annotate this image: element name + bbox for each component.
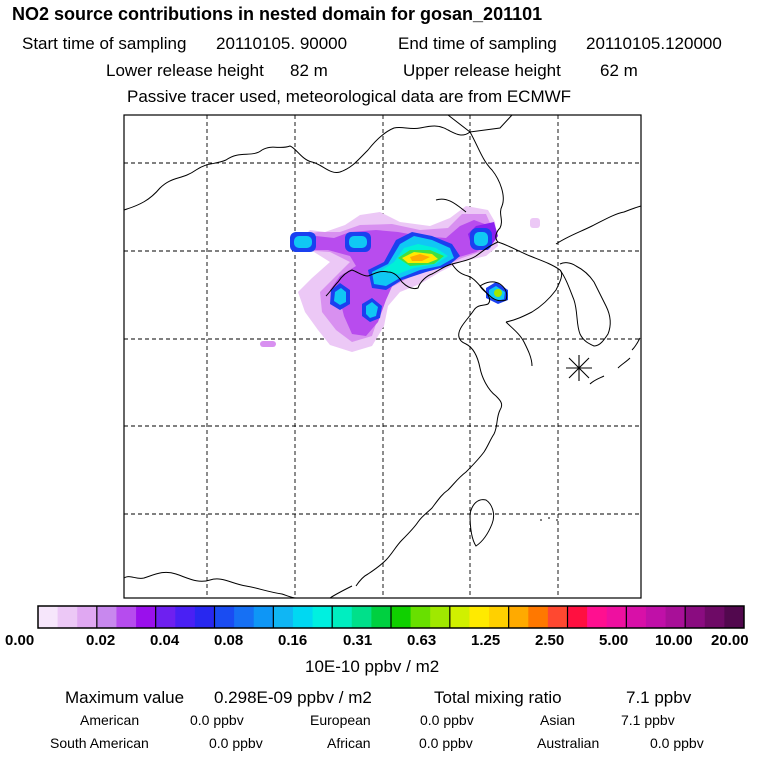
colorbar-label: 0.16 xyxy=(278,632,308,649)
colorbar-swatch xyxy=(332,606,353,628)
colorbar-label: 0.02 xyxy=(86,632,116,649)
colorbar-swatch xyxy=(685,606,706,628)
colorbar-swatch xyxy=(528,606,549,628)
lower-release-value: 82 m xyxy=(290,61,328,80)
colorbar-label: 0.63 xyxy=(407,632,437,649)
start-time-value: 20110105. 90000 xyxy=(216,34,348,53)
colorbar-swatch xyxy=(587,606,608,628)
colorbar-swatch xyxy=(214,606,235,628)
colorbar-label: 5.00 xyxy=(599,632,629,649)
colorbar-swatch xyxy=(77,606,98,628)
colorbar-swatch xyxy=(38,606,59,628)
colorbar-label: 0.08 xyxy=(214,632,244,649)
max-value: 0.298E-09 ppbv / m2 xyxy=(214,688,372,707)
colorbar-label: 0.00 xyxy=(5,632,35,649)
south-american-label: South American xyxy=(50,735,149,751)
colorbar-swatch xyxy=(449,606,470,628)
receptor-marker xyxy=(566,355,592,381)
colorbar-swatch xyxy=(312,606,333,628)
colorbar-swatch xyxy=(430,606,451,628)
colorbar-swatch xyxy=(704,606,725,628)
colorbar-swatch xyxy=(469,606,490,628)
colorbar-swatch xyxy=(116,606,137,628)
colorbar-swatch xyxy=(136,606,157,628)
colorbar-swatch xyxy=(351,606,372,628)
page-title: NO2 source contributions in nested domai… xyxy=(12,4,543,24)
australian-label: Australian xyxy=(537,735,600,751)
african-label: African xyxy=(327,735,371,751)
map-frame xyxy=(123,114,642,599)
lower-release-label: Lower release height xyxy=(106,61,264,80)
colorbar-swatch xyxy=(606,606,627,628)
colorbar-swatch xyxy=(547,606,568,628)
colorbar-swatch xyxy=(273,606,294,628)
colorbar-swatch xyxy=(175,606,196,628)
colorbar-swatch xyxy=(410,606,431,628)
colorbar-swatch xyxy=(371,606,392,628)
colorbar xyxy=(38,606,745,628)
max-value-label: Maximum value xyxy=(65,688,185,707)
colorbar-frame xyxy=(37,605,745,629)
coastlines xyxy=(123,114,642,599)
colorbar-label: 10.00 xyxy=(655,632,693,649)
colorbar-swatch xyxy=(567,606,588,628)
colorbar-swatch xyxy=(489,606,510,628)
upper-release-label: Upper release height xyxy=(403,61,561,80)
end-time-value: 20110105.120000 xyxy=(586,34,722,53)
colorbar-swatch xyxy=(665,606,686,628)
european-label: European xyxy=(310,712,371,728)
graticule xyxy=(124,115,641,598)
asian-label: Asian xyxy=(540,712,576,728)
colorbar-swatch xyxy=(724,606,745,628)
colorbar-swatch xyxy=(253,606,274,628)
total-mixing-label: Total mixing ratio xyxy=(434,688,562,707)
colorbar-label: 0.04 xyxy=(150,632,180,649)
colorbar-label: 20.00 xyxy=(711,632,749,649)
colorbar-swatch xyxy=(57,606,78,628)
australian-value: 0.0 ppbv xyxy=(650,735,704,751)
african-value: 0.0 ppbv xyxy=(419,735,473,751)
asian-value: 7.1 ppbv xyxy=(621,712,675,728)
colorbar-swatch xyxy=(96,606,117,628)
colorbar-label: 2.50 xyxy=(535,632,565,649)
american-label: American xyxy=(80,712,140,728)
colorbar-label: 0.31 xyxy=(343,632,373,649)
colorbar-swatch xyxy=(645,606,667,628)
colorbar-swatch xyxy=(194,606,215,628)
colorbar-label: 1.25 xyxy=(471,632,501,649)
colorbar-swatch xyxy=(155,606,176,628)
colorbar-swatch xyxy=(626,606,647,628)
tracer-note: Passive tracer used, meteorological data… xyxy=(127,87,572,106)
colorbar-swatch xyxy=(508,606,529,628)
upper-release-value: 62 m xyxy=(600,61,638,80)
end-time-label: End time of sampling xyxy=(398,34,557,53)
american-value: 0.0 ppbv xyxy=(190,712,244,728)
colorbar-swatch xyxy=(292,606,314,628)
colorbar-swatch xyxy=(391,606,412,628)
start-time-label: Start time of sampling xyxy=(22,34,187,53)
total-mixing-value: 7.1 ppbv xyxy=(626,688,692,707)
plume xyxy=(260,206,540,352)
colorbar-unit: 10E-10 ppbv / m2 xyxy=(305,657,440,676)
european-value: 0.0 ppbv xyxy=(420,712,474,728)
colorbar-swatch xyxy=(234,606,255,628)
south-american-value: 0.0 ppbv xyxy=(209,735,263,751)
